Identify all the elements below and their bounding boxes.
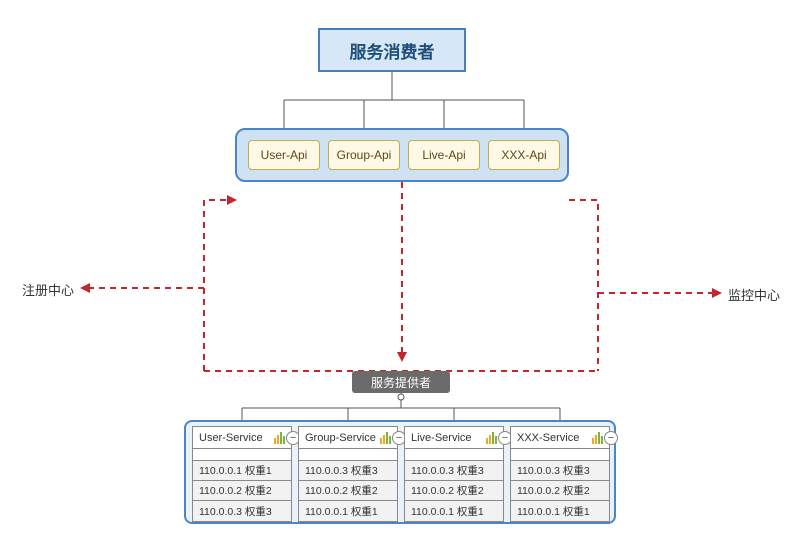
service-row-label: 110.0.0.3 权重3 [411, 463, 484, 478]
service-row-label: 110.0.0.2 权重2 [199, 483, 272, 498]
service-column: Group-Service 110.0.0.3 权重3 110.0.0.2 权重2 1… [298, 426, 398, 522]
service-row-label: 110.0.0.2 权重2 [411, 483, 484, 498]
service-row-label: 110.0.0.1 权重1 [411, 504, 484, 519]
service-header: User-Service [193, 427, 291, 449]
service-row-label: 110.0.0.1 权重1 [305, 504, 378, 519]
bars-icon [380, 432, 391, 444]
service-name-label: Live-Service [411, 432, 472, 444]
service-row: 110.0.0.1 权重1 [405, 501, 503, 521]
api-box: XXX-Api [488, 140, 560, 170]
service-row: 110.0.0.3 权重3 [511, 461, 609, 481]
service-row: 110.0.0.2 权重2 [299, 481, 397, 501]
service-row: 110.0.0.2 权重2 [405, 481, 503, 501]
service-row-label: 110.0.0.1 权重1 [199, 463, 272, 478]
service-row: 110.0.0.3 权重3 [299, 461, 397, 481]
api-box: Live-Api [408, 140, 480, 170]
service-row: 110.0.0.2 权重2 [511, 481, 609, 501]
service-column: Live-Service 110.0.0.3 权重3 110.0.0.2 权重2 11… [404, 426, 504, 522]
monitor-center-label: 监控中心 [728, 285, 780, 304]
service-header: XXX-Service [511, 427, 609, 449]
dashed-edge [204, 200, 235, 371]
service-name-label: Group-Service [305, 432, 376, 444]
service-header: Group-Service [299, 427, 397, 449]
api-box: Group-Api [328, 140, 400, 170]
service-row-label: 110.0.0.2 权重2 [517, 483, 590, 498]
service-row-label: 110.0.0.1 权重1 [517, 504, 590, 519]
service-column: XXX-Service 110.0.0.3 权重3 110.0.0.2 权重2 110… [510, 426, 610, 522]
api-box: User-Api [248, 140, 320, 170]
service-row-label: 110.0.0.3 权重3 [305, 463, 378, 478]
service-spacer [299, 449, 397, 461]
registry-center-label: 注册中心 [22, 280, 74, 299]
dashed-edge [82, 200, 204, 288]
api-box-label: Live-Api [422, 148, 465, 162]
collapse-toggle-icon[interactable]: − [604, 431, 618, 445]
service-spacer [405, 449, 503, 461]
service-name-label: User-Service [199, 432, 263, 444]
service-consumer-box: 服务消费者 [318, 28, 466, 72]
api-box-label: Group-Api [337, 148, 392, 162]
dashed-edge [569, 200, 598, 371]
service-name-label: XXX-Service [517, 432, 579, 444]
service-consumer-label: 服务消费者 [350, 38, 435, 63]
diagram-canvas: 服务消费者 User-Api Group-Api Live-Api XXX-Api 注… [0, 0, 800, 544]
service-row-label: 110.0.0.3 权重3 [199, 504, 272, 519]
api-box-label: XXX-Api [501, 148, 546, 162]
service-row: 110.0.0.2 权重2 [193, 481, 291, 501]
service-row: 110.0.0.1 权重1 [299, 501, 397, 521]
service-row-label: 110.0.0.2 权重2 [305, 483, 378, 498]
bars-icon [592, 432, 603, 444]
api-box-label: User-Api [261, 148, 308, 162]
bars-icon [274, 432, 285, 444]
service-row: 110.0.0.1 权重1 [511, 501, 609, 521]
service-spacer [511, 449, 609, 461]
service-row-label: 110.0.0.3 权重3 [517, 463, 590, 478]
service-header: Live-Service [405, 427, 503, 449]
service-column: User-Service 110.0.0.1 权重1 110.0.0.2 权重2 11… [192, 426, 292, 522]
service-spacer [193, 449, 291, 461]
service-provider-title: 服务提供者 [352, 371, 450, 393]
bars-icon [486, 432, 497, 444]
service-row: 110.0.0.1 权重1 [193, 461, 291, 481]
service-row: 110.0.0.3 权重3 [405, 461, 503, 481]
service-row: 110.0.0.3 权重3 [193, 501, 291, 521]
